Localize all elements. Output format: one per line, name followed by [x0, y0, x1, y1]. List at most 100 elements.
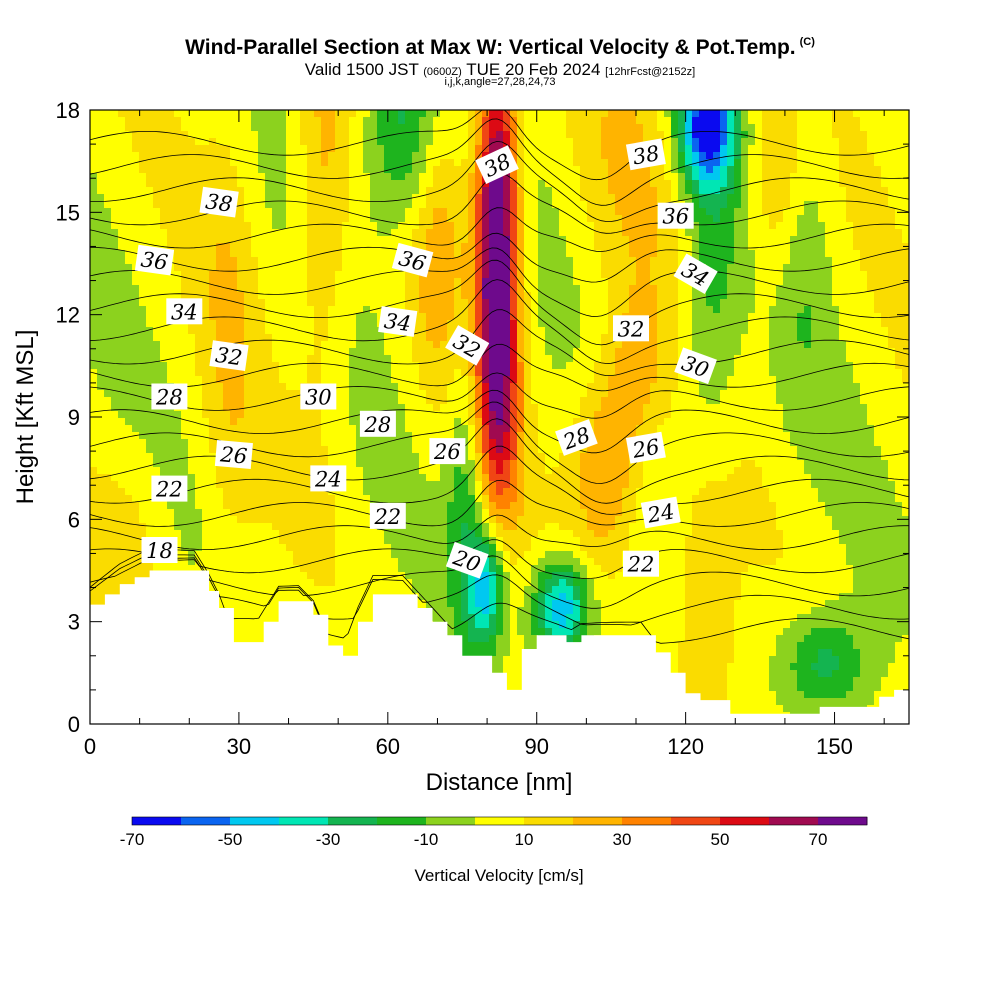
- theta-contour-line: [90, 259, 909, 346]
- contour-label-text: 32: [618, 317, 645, 341]
- theta-contour-line: [90, 118, 909, 206]
- x-tick-label: 150: [816, 734, 853, 759]
- theta-contour-line: [90, 140, 909, 222]
- x-tick-label: 0: [84, 734, 96, 759]
- colorbar-swatch: [671, 817, 721, 825]
- contour-label-text: 26: [433, 440, 461, 464]
- contour-label: 38: [625, 138, 666, 171]
- contour-label: 28: [151, 383, 188, 410]
- chart-title: Wind-Parallel Section at Max W: Vertical…: [185, 36, 815, 59]
- colorbar-swatch: [132, 817, 182, 825]
- x-tick-label: 90: [524, 734, 548, 759]
- contour-label-text: 34: [383, 309, 413, 336]
- contour-label-text: 18: [146, 539, 173, 563]
- contour-label: 18: [141, 537, 178, 563]
- colorbar-tick-label: 30: [613, 830, 632, 849]
- contour-label-text: 22: [373, 505, 401, 529]
- contour-label: 36: [657, 202, 694, 229]
- contour-label: 26: [429, 438, 466, 465]
- y-tick-label: 12: [56, 303, 80, 328]
- contour-label: 22: [151, 475, 188, 502]
- contour-label: 22: [623, 550, 659, 577]
- contour-label-text: 28: [364, 413, 392, 437]
- contour-label: 26: [625, 431, 666, 464]
- terrain-mask: [90, 570, 909, 724]
- contour-label-text: 36: [662, 205, 689, 229]
- colorbar-swatch: [818, 817, 868, 825]
- theta-contour-line: [90, 247, 909, 317]
- y-tick-label: 15: [56, 200, 80, 225]
- colorbar-swatch: [720, 817, 770, 825]
- colorbar-swatch: [475, 817, 525, 825]
- contour-label-text: 36: [139, 247, 169, 274]
- contour-label-text: 22: [155, 478, 183, 502]
- theta-contour-line: [90, 555, 909, 609]
- colorbar-swatch: [377, 817, 427, 825]
- theta-contour-line: [90, 207, 909, 252]
- contour-label-text: 38: [204, 189, 234, 216]
- colorbar-tick-label: 10: [515, 830, 534, 849]
- contour-label: 20: [445, 541, 489, 579]
- contour-label: 24: [310, 465, 347, 492]
- contour-label-text: 26: [218, 442, 248, 468]
- contour-label: 28: [555, 419, 598, 456]
- colorbar-swatch: [328, 817, 378, 825]
- colorbar-tick-label: 50: [711, 830, 730, 849]
- colorbar-tick-label: -10: [414, 830, 439, 849]
- y-tick-label: 0: [68, 712, 80, 737]
- contour-label-text: 28: [155, 386, 183, 410]
- colorbar-tick-label: 70: [809, 830, 828, 849]
- colorbar-swatch: [279, 817, 329, 825]
- colorbar-tick-label: -70: [120, 830, 145, 849]
- contour-label-text: 30: [305, 386, 332, 410]
- theta-contour-line: [90, 389, 909, 454]
- theta-contours: [90, 110, 909, 644]
- contour-label: 36: [134, 244, 175, 276]
- contour-label: 24: [640, 496, 681, 529]
- contour-label-text: 22: [627, 553, 655, 577]
- theta-contour-line: [90, 232, 909, 283]
- contour-label: 38: [199, 186, 239, 218]
- contour-label-text: 38: [631, 141, 661, 169]
- valid-date: TUE 20 Feb 2024: [466, 60, 601, 79]
- contour-label-text: 24: [314, 467, 342, 491]
- y-tick-label: 3: [68, 610, 80, 635]
- contour-label: 32: [209, 340, 249, 371]
- forecast-info: [12hrFcst@2152z]: [605, 66, 696, 78]
- colorbar-swatch: [426, 817, 476, 825]
- colorbar-swatch: [524, 817, 574, 825]
- theta-contour-line: [90, 343, 909, 392]
- x-tick-label: 120: [667, 734, 704, 759]
- colorbar-swatch: [230, 817, 280, 825]
- y-tick-label: 6: [68, 507, 80, 532]
- valid-utc: (0600Z): [423, 66, 462, 78]
- y-tick-label: 18: [56, 98, 80, 123]
- contour-label-text: 32: [214, 343, 244, 370]
- valid-time-line: Valid 1500 JST (0600Z) TUE 20 Feb 2024 […: [0, 60, 1000, 80]
- colorbar-swatch: [622, 817, 672, 825]
- contour-label-text: 24: [645, 499, 676, 527]
- y-tick-label: 9: [68, 405, 80, 430]
- colorbar-tick-label: -50: [218, 830, 243, 849]
- contour-label: 32: [613, 315, 649, 342]
- theta-contour-line: [90, 479, 909, 527]
- contour-label: 30: [300, 383, 337, 410]
- colorbar-swatch: [181, 817, 231, 825]
- colorbar-swatch: [573, 817, 623, 825]
- x-axis-label: Distance [nm]: [426, 769, 573, 796]
- contour-label: 28: [359, 410, 396, 437]
- grid-indices: i,j,k,angle=27,28,24,73: [444, 76, 556, 88]
- contour-labels: 18 22 28 34 36 38 32 26 30 24 28 22 34 36 26 32 20 38 28 26…: [134, 138, 718, 579]
- theta-contour-line: [90, 553, 909, 626]
- theta-contour-line: [90, 445, 909, 515]
- x-tick-label: 60: [376, 734, 400, 759]
- theta-contour-line: [90, 372, 909, 419]
- contour-label-text: 34: [171, 300, 198, 324]
- copyright-mark: (C): [799, 36, 815, 48]
- theta-contour-line: [90, 279, 909, 364]
- valid-prefix: Valid 1500 JST: [304, 60, 419, 79]
- contour-label-text: 26: [630, 435, 661, 463]
- colorbar-label: Vertical Velocity [cm/s]: [414, 866, 583, 885]
